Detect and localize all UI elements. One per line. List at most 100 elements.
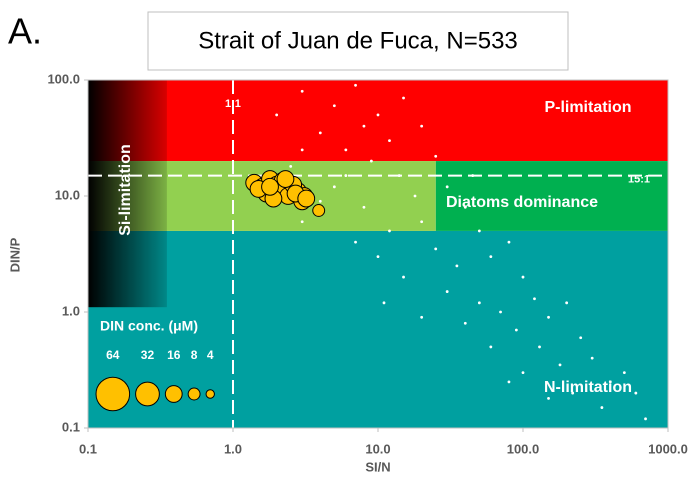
- point: [388, 139, 391, 143]
- point: [300, 220, 304, 224]
- point: [402, 96, 405, 100]
- point: [402, 275, 405, 279]
- point: [420, 315, 424, 319]
- ref-line-label: 15:1: [628, 173, 650, 185]
- bubble: [312, 204, 326, 217]
- point: [376, 113, 380, 117]
- legend-size-label: 64: [106, 348, 120, 362]
- point: [455, 264, 459, 268]
- point: [434, 247, 438, 251]
- point: [354, 240, 357, 244]
- point: [477, 229, 481, 233]
- point: [489, 345, 493, 349]
- point: [318, 131, 322, 135]
- point: [477, 301, 481, 305]
- point: [507, 240, 511, 244]
- point: [471, 174, 475, 177]
- bubble: [297, 189, 316, 208]
- point: [300, 148, 304, 152]
- point: [434, 154, 438, 158]
- y-tick-label: 100.0: [47, 71, 80, 86]
- x-tick-label: 1.0: [224, 441, 242, 456]
- region: [435, 161, 668, 231]
- point: [362, 205, 366, 209]
- point: [590, 356, 594, 360]
- point: [507, 380, 511, 384]
- point: [547, 315, 550, 319]
- region: [88, 80, 668, 162]
- x-tick-label: 0.1: [79, 441, 97, 456]
- point: [579, 336, 583, 340]
- point: [445, 290, 449, 293]
- point: [420, 124, 424, 128]
- point: [332, 104, 336, 108]
- point: [499, 310, 502, 314]
- region-label: P-limitation: [544, 99, 631, 116]
- region: [88, 80, 167, 308]
- legend-size-label: 4: [207, 348, 214, 362]
- point: [565, 301, 569, 305]
- point: [514, 328, 518, 332]
- legend-bubble: [95, 376, 131, 412]
- point: [644, 417, 647, 421]
- point: [608, 380, 612, 384]
- point: [354, 83, 357, 87]
- point: [622, 371, 626, 375]
- point: [289, 164, 293, 168]
- legend-bubble: [135, 381, 160, 407]
- point: [420, 220, 424, 224]
- point: [275, 113, 279, 117]
- x-axis-label: SI/N: [365, 459, 390, 474]
- y-tick-label: 1.0: [62, 303, 80, 318]
- point: [300, 89, 304, 93]
- point: [533, 297, 536, 301]
- point: [376, 255, 380, 259]
- legend-size-label: 8: [191, 348, 198, 362]
- legend-size-label: 32: [141, 348, 155, 362]
- bubble: [261, 177, 279, 196]
- point: [344, 174, 348, 177]
- chart-title: Strait of Juan de Fuca, N=533: [198, 27, 518, 54]
- point: [463, 321, 467, 325]
- region-label: N-limitation: [544, 379, 632, 396]
- point: [600, 406, 604, 409]
- point: [332, 185, 336, 189]
- point: [571, 391, 575, 395]
- point: [463, 205, 467, 209]
- bubble: [276, 170, 295, 188]
- point: [521, 275, 525, 279]
- point: [344, 148, 348, 152]
- point: [521, 371, 525, 375]
- legend-bubble: [164, 385, 183, 403]
- y-tick-label: 10.0: [55, 187, 80, 202]
- x-tick-label: 1000.0: [648, 441, 688, 456]
- x-tick-label: 100.0: [507, 441, 540, 456]
- point: [445, 185, 449, 189]
- region-label: Si-limitation: [117, 144, 134, 236]
- point: [538, 345, 541, 349]
- point: [362, 124, 366, 128]
- point: [489, 255, 493, 259]
- x-tick-label: 10.0: [365, 441, 390, 456]
- region: [88, 230, 668, 428]
- point: [397, 174, 401, 177]
- point: [413, 194, 417, 198]
- legend-size-label: 16: [167, 348, 181, 362]
- point: [558, 363, 562, 367]
- legend-bubble: [205, 389, 215, 399]
- point: [634, 391, 638, 395]
- y-tick-label: 0.1: [62, 419, 80, 434]
- point: [547, 396, 550, 400]
- title-box: [147, 11, 569, 71]
- point: [382, 301, 386, 305]
- panel-label: A.: [8, 11, 42, 52]
- legend-title: DIN conc. (μM): [100, 318, 198, 334]
- point: [388, 229, 391, 233]
- point: [369, 159, 373, 163]
- region-label: Diatoms dominance: [446, 194, 598, 211]
- y-axis-label: DIN/P: [7, 237, 22, 272]
- point: [318, 199, 322, 203]
- legend-bubble: [187, 387, 201, 401]
- ref-line-label: 1:1: [225, 98, 241, 110]
